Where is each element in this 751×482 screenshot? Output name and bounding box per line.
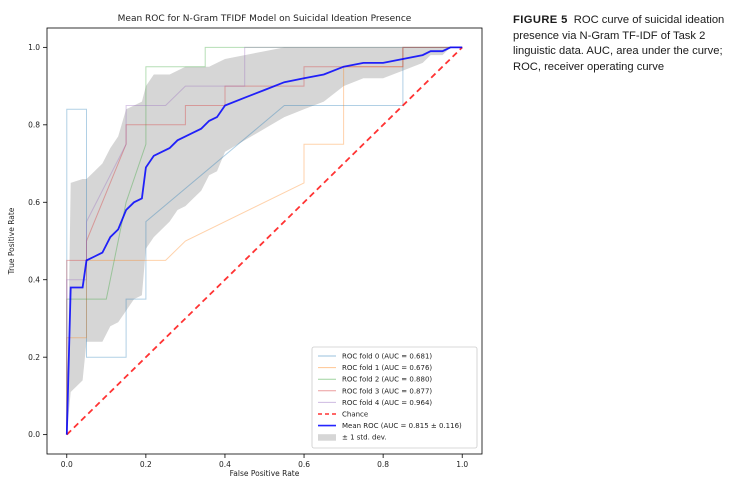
legend-entry-7: ± 1 std. dev. [342, 434, 387, 442]
x-tick-label: 0.0 [61, 460, 73, 469]
legend-box [311, 346, 478, 449]
legend-entry-4: ROC fold 4 (AUC = 0.964) [342, 399, 432, 407]
series-line-0 [66, 46, 463, 435]
legend-entry-0: ROC fold 0 (AUC = 0.681) [342, 353, 432, 361]
caption-text: ROC curve of suicidal ideation presence … [513, 14, 725, 73]
x-tick-label: 0.4 [219, 460, 231, 469]
y-tick-label: 0.8 [28, 120, 40, 129]
chart-title: Mean ROC for N-Gram TFIDF Model on Suici… [118, 14, 412, 24]
std-dev-band [66, 47, 463, 435]
legend-entry-5: Chance [342, 411, 368, 419]
figure-caption: FIGURE 5 ROC curve of suicidal ideation p… [513, 13, 745, 75]
y-tick-label: 0.0 [28, 430, 40, 439]
legend: ROC fold 0 (AUC = 0.681) ROC fold 1 (AUC … [311, 346, 478, 449]
x-tick-label: 0.8 [377, 460, 389, 469]
series-line-3 [66, 46, 463, 435]
figure-label: FIGURE 5 [513, 14, 568, 26]
legend-entry-6: Mean ROC (AUC = 0.815 ± 0.116) [342, 422, 462, 430]
series-line-5 [66, 46, 463, 436]
roc-chart: 0.0 0.2 0.4 0.6 0.8 1.0 0.0 0.2 0.4 0.6 0.8 1.0 Mean… [7, 14, 483, 478]
series-line-6 [65, 46, 463, 435]
series-line-1 [66, 46, 463, 435]
legend-entry-1: ROC fold 1 (AUC = 0.676) [342, 364, 432, 372]
series-line-4 [66, 46, 463, 435]
legend-entry-3: ROC fold 3 (AUC = 0.877) [342, 387, 432, 395]
x-tick-label: 0.6 [298, 460, 310, 469]
x-axis-label: False Positive Rate [230, 469, 300, 478]
x-tick-label: 1.0 [456, 460, 468, 469]
x-tick-label: 0.2 [140, 460, 152, 469]
plot-frame [46, 27, 483, 455]
y-tick-label: 0.4 [28, 275, 40, 284]
y-axis-label: True Positive Rate [7, 207, 16, 275]
y-tick-label: 0.6 [28, 198, 40, 207]
y-tick-label: 0.2 [28, 353, 40, 362]
legend-entry-2: ROC fold 2 (AUC = 0.880) [342, 376, 432, 384]
series-line-2 [66, 46, 463, 435]
legend-patch-std [318, 434, 336, 441]
y-tick-label: 1.0 [28, 43, 40, 52]
